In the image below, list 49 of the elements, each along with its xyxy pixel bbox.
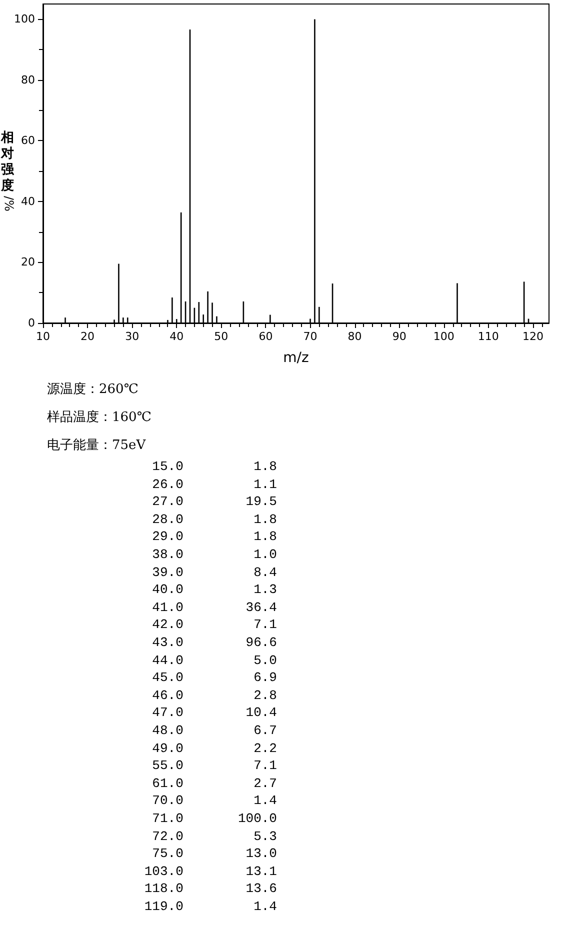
y-tick-label: 0	[28, 316, 35, 330]
text: 电子能量：75eV	[47, 437, 146, 454]
category-label: 27.0 19.5	[152, 494, 277, 510]
text: 源温度：260℃	[47, 381, 138, 398]
x-tick-label: 30	[125, 330, 140, 343]
y-tick-label: 20	[21, 256, 35, 269]
category-label: 42.0 7.1	[152, 617, 277, 632]
category-label: 55.0 7.1	[152, 758, 277, 774]
x-tick-label: 120	[522, 330, 544, 343]
category-label: 70.0 1.4	[152, 793, 277, 808]
category-label: 26.0 1.1	[152, 476, 277, 492]
x-tick-label: 70	[303, 330, 318, 343]
x-tick-label: 90	[392, 330, 406, 343]
y-axis-title: 相对强度/%	[0, 130, 16, 212]
x-tick-label: 10	[36, 330, 50, 343]
category-label: 72.0 5.3	[152, 828, 277, 844]
y-tick-label: 100	[14, 12, 35, 26]
category-label: 75.0 13.0	[152, 846, 277, 862]
category-label: 119.0 1.4	[144, 899, 277, 914]
category-label: 46.0 2.8	[152, 688, 277, 703]
x-tick-label: 100	[433, 330, 454, 343]
category-label: 47.0 10.4	[152, 705, 277, 720]
x-tick-label: 40	[170, 330, 184, 343]
text: 样品温度：160℃	[47, 409, 152, 426]
category-label: 43.0 96.6	[152, 635, 277, 650]
x-tick-label: 50	[214, 330, 228, 343]
y-tick-label: 80	[21, 73, 35, 86]
category-label: 45.0 6.9	[152, 670, 277, 686]
y-tick-label: 60	[21, 134, 35, 148]
category-label: 38.0 1.0	[152, 547, 277, 562]
x-tick-label: 80	[348, 330, 362, 343]
category-label: 28.0 1.8	[152, 512, 277, 527]
category-label: 118.0 13.6	[144, 881, 277, 896]
category-label: 40.0 1.3	[152, 582, 277, 598]
x-axis-title: m/z	[283, 350, 309, 366]
category-label: 49.0 2.2	[152, 740, 277, 756]
category-label: 48.0 6.7	[152, 723, 277, 738]
category-label: 103.0 13.1	[144, 864, 277, 879]
category-label: 61.0 2.7	[152, 776, 277, 791]
category-label: 15.0 1.8	[152, 459, 277, 474]
category-label: 71.0 100.0	[152, 811, 277, 826]
category-label: 29.0 1.8	[152, 529, 277, 544]
y-tick-label: 40	[21, 194, 35, 208]
category-label: 41.0 36.4	[152, 600, 277, 615]
x-tick-label: 60	[258, 330, 273, 343]
x-tick-label: 20	[80, 330, 95, 343]
category-label: 44.0 5.0	[152, 652, 277, 668]
category-label: 39.0 8.4	[152, 564, 277, 580]
x-tick-label: 110	[478, 330, 499, 343]
